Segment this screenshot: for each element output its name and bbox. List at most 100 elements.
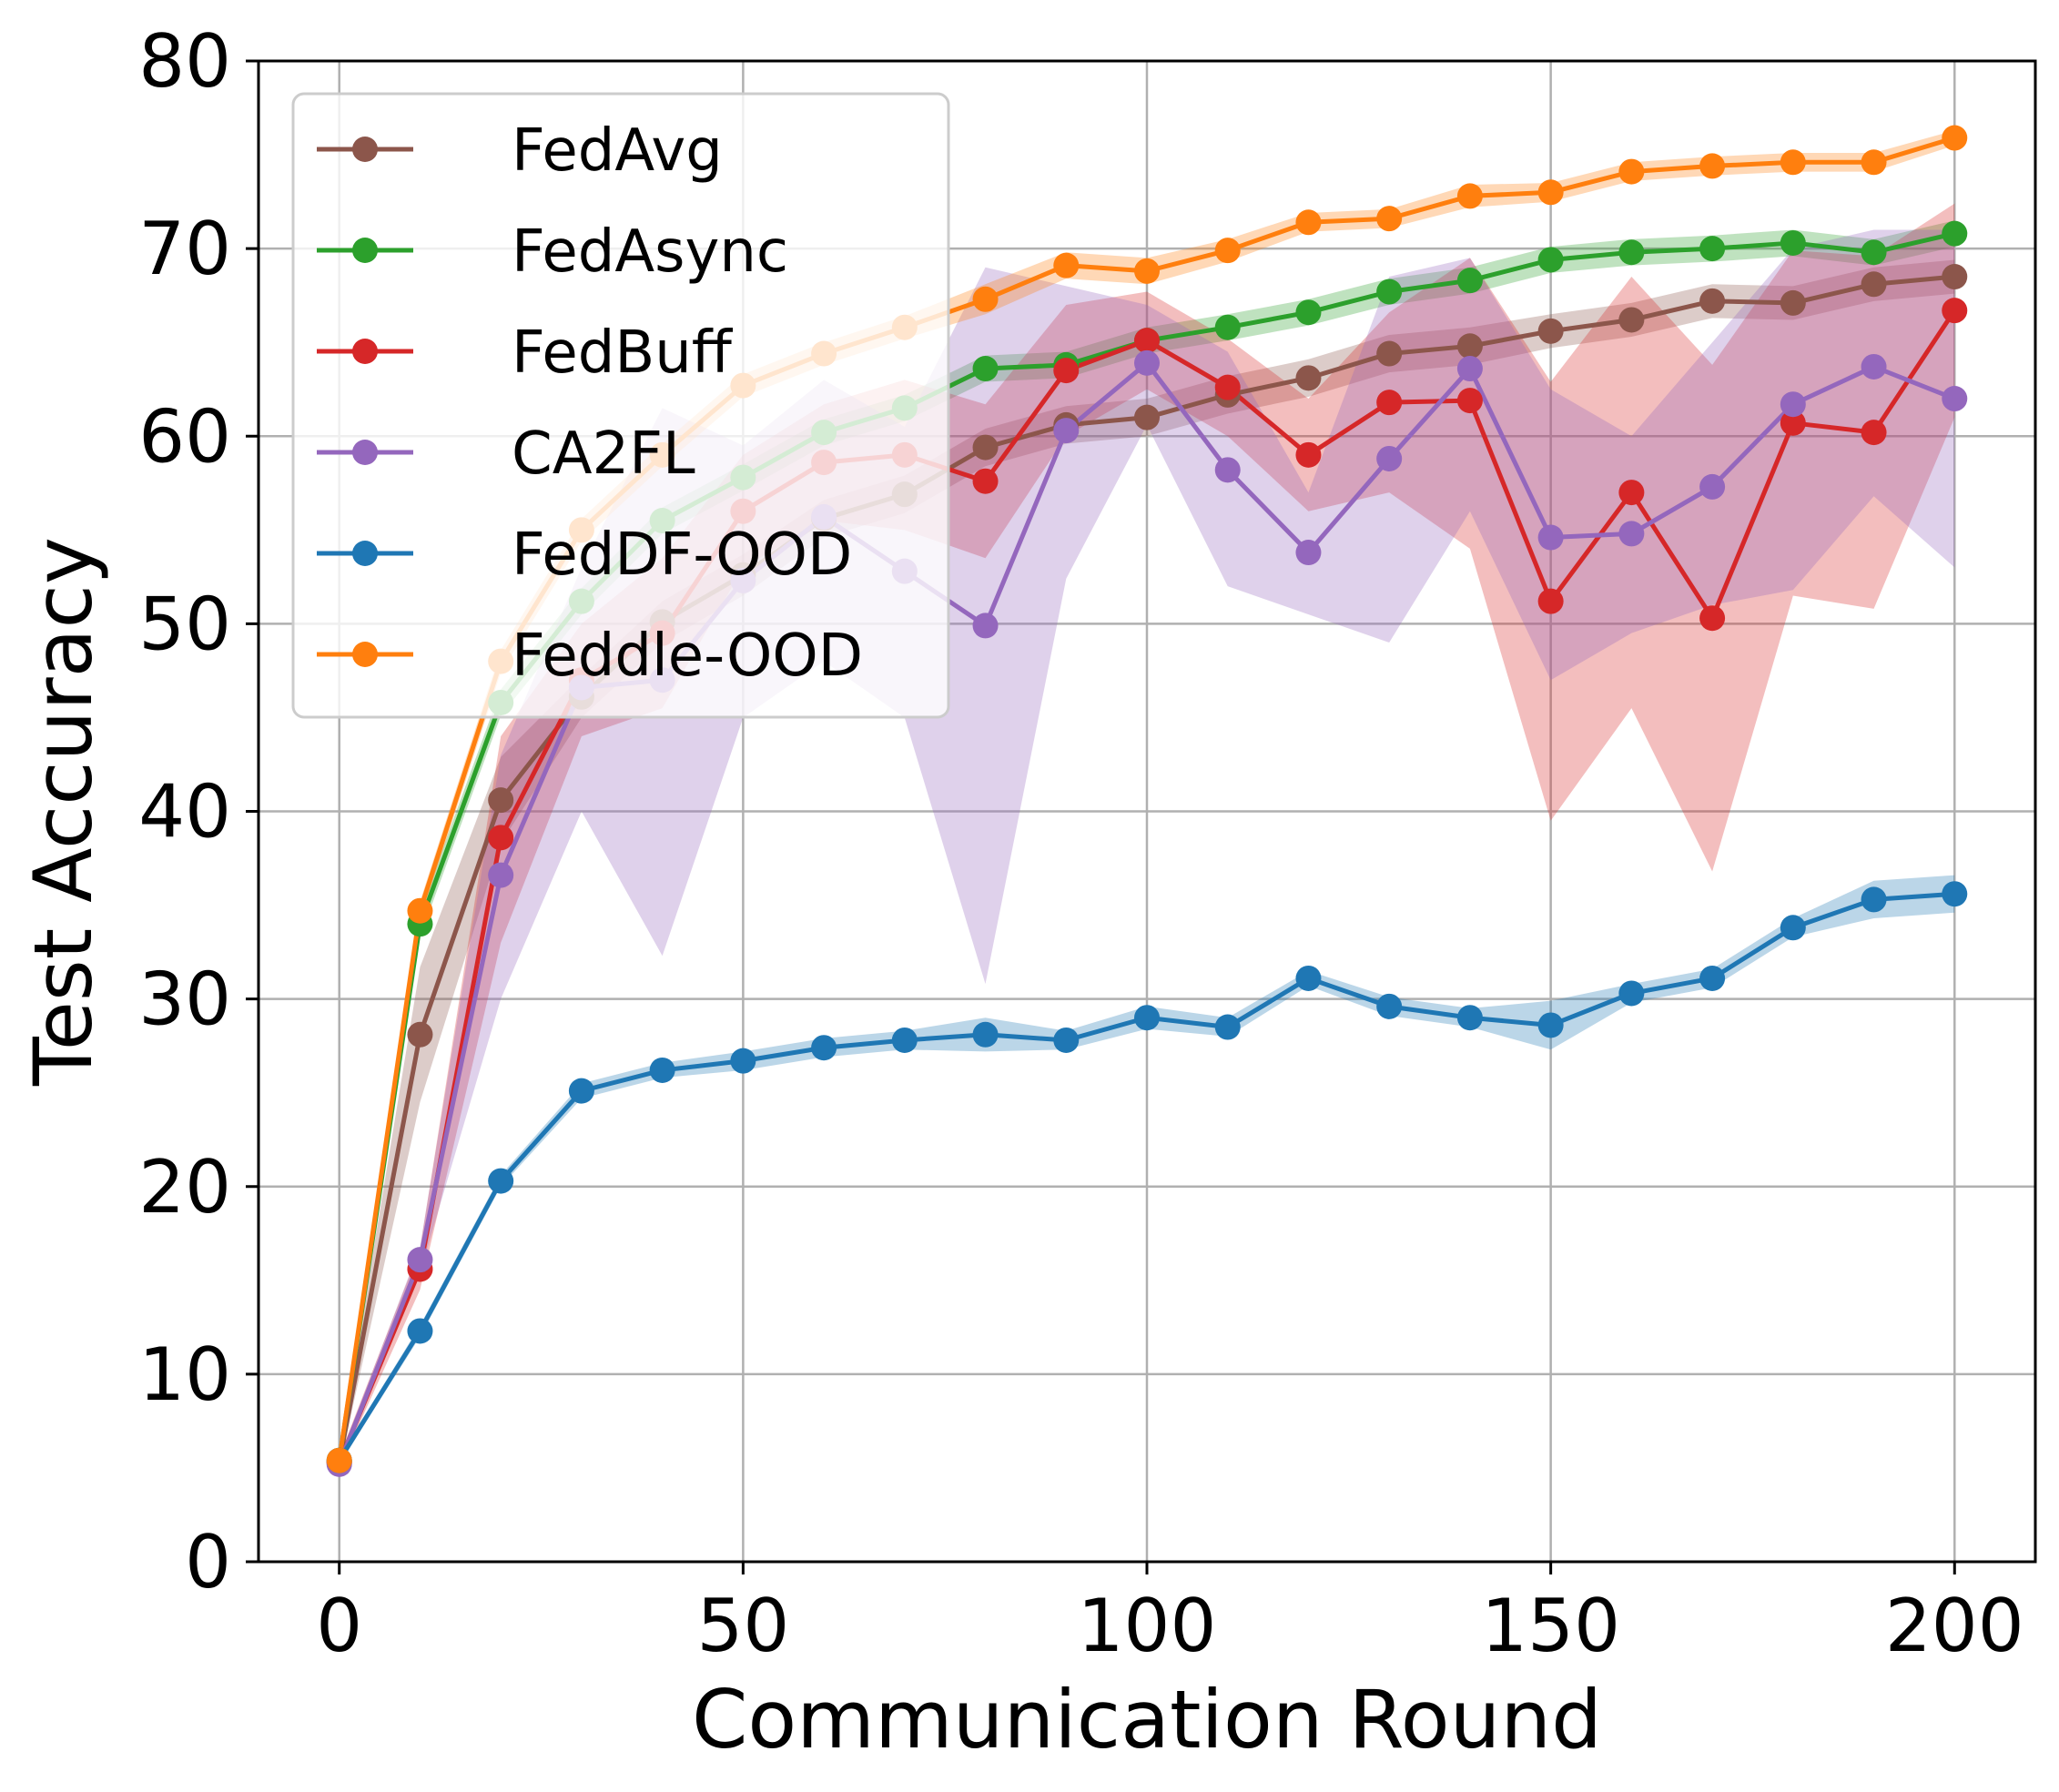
point-fedasync (1699, 236, 1726, 262)
legend: FedAvg FedAsync FedBuff CA2FL FedDF-OOD Feddl… (291, 92, 950, 719)
point-fedasync (1214, 314, 1241, 340)
point-fedbuff (1780, 410, 1806, 436)
point-feddle-ood (1376, 206, 1403, 232)
legend-marker-feddf-ood (352, 541, 378, 566)
legend-marker-fedasync (352, 238, 378, 263)
legend-label-ca2fl: CA2FL (512, 420, 695, 488)
point-fedavg (1942, 264, 1968, 290)
legend-marker-fedbuff (352, 339, 378, 364)
point-fedasync (1537, 247, 1564, 273)
y-axis-label: Test Accuracy (16, 537, 110, 1087)
y-tick-label: 20 (138, 1145, 231, 1230)
point-ca2fl (1699, 473, 1726, 500)
axis-ticks: 0 50 100 150 200 0 10 20 30 40 50 60 70 80 (138, 19, 2024, 1668)
point-feddle-ood (1053, 252, 1080, 278)
point-ca2fl (1134, 349, 1160, 376)
legend-marker-feddle-ood (352, 642, 378, 667)
point-fedbuff (1295, 441, 1322, 468)
point-fedavg (1295, 365, 1322, 391)
point-fedbuff (1537, 588, 1564, 614)
point-fedasync (1942, 220, 1968, 247)
point-fedasync (1618, 239, 1645, 266)
point-ca2fl (1214, 457, 1241, 483)
point-feddf-ood (811, 1035, 837, 1061)
point-fedbuff (1942, 298, 1968, 324)
point-fedavg (488, 787, 514, 814)
x-axis-label: Communication Round (692, 1673, 1602, 1767)
point-fedavg (407, 1021, 433, 1048)
point-fedbuff (1861, 420, 1887, 446)
point-ca2fl (1618, 521, 1645, 547)
point-feddf-ood (1942, 881, 1968, 907)
point-ca2fl (1456, 356, 1483, 382)
point-fedasync (972, 356, 999, 382)
y-tick-label: 40 (138, 770, 231, 855)
point-fedavg (1376, 340, 1403, 367)
point-ca2fl (407, 1247, 433, 1273)
point-fedasync (1295, 299, 1322, 326)
point-feddle-ood (1214, 238, 1241, 264)
y-tick-label: 80 (138, 19, 231, 104)
point-fedasync (1376, 278, 1403, 305)
y-tick-label: 30 (138, 957, 231, 1042)
point-fedbuff (1456, 388, 1483, 414)
y-tick-label: 70 (138, 207, 231, 291)
legend-label-fedbuff: FedBuff (512, 319, 734, 387)
point-fedavg (1780, 289, 1806, 316)
x-tick-label: 150 (1481, 1584, 1620, 1668)
point-feddf-ood (1699, 965, 1726, 991)
y-tick-label: 60 (138, 394, 231, 479)
legend-label-feddle-ood: Feddle-OOD (512, 623, 863, 690)
point-fedasync (1861, 239, 1887, 266)
legend-box (291, 92, 950, 719)
legend-label-fedasync: FedAsync (512, 218, 788, 286)
point-feddf-ood (1861, 886, 1887, 913)
point-fedbuff (1053, 358, 1080, 384)
legend-label-fedavg: FedAvg (512, 117, 723, 185)
point-feddf-ood (730, 1048, 756, 1074)
point-fedavg (1134, 404, 1160, 430)
point-ca2fl (1780, 391, 1806, 418)
point-feddf-ood (407, 1318, 433, 1344)
point-ca2fl (1295, 540, 1322, 566)
point-feddf-ood (568, 1078, 594, 1104)
point-fedbuff (972, 468, 999, 494)
point-ca2fl (1942, 386, 1968, 412)
point-feddle-ood (1699, 153, 1726, 179)
point-fedbuff (1699, 605, 1726, 632)
point-feddf-ood (1295, 965, 1322, 991)
legend-marker-fedavg (352, 137, 378, 162)
point-feddf-ood (1537, 1012, 1564, 1038)
point-ca2fl (1376, 445, 1403, 471)
point-fedavg (1537, 318, 1564, 344)
point-fedbuff (488, 825, 514, 851)
point-ca2fl (972, 613, 999, 639)
x-tick-label: 0 (316, 1584, 362, 1668)
point-ca2fl (1861, 353, 1887, 380)
y-tick-label: 50 (138, 582, 231, 666)
point-feddle-ood (1295, 209, 1322, 236)
point-fedavg (972, 434, 999, 461)
point-fedasync (1780, 229, 1806, 256)
y-tick-label: 10 (138, 1332, 231, 1417)
point-feddf-ood (1376, 993, 1403, 1019)
point-feddf-ood (1618, 980, 1645, 1007)
point-fedavg (1699, 288, 1726, 314)
point-fedavg (1861, 271, 1887, 298)
point-feddf-ood (1053, 1027, 1080, 1053)
point-ca2fl (488, 862, 514, 888)
point-feddf-ood (1134, 1005, 1160, 1031)
point-feddle-ood (326, 1447, 352, 1473)
point-feddle-ood (1618, 158, 1645, 185)
point-fedbuff (1376, 390, 1403, 416)
point-fedavg (1456, 333, 1483, 359)
point-feddf-ood (891, 1027, 918, 1053)
legend-label-feddf-ood: FedDF-OOD (512, 521, 852, 589)
point-feddle-ood (1456, 183, 1483, 209)
x-tick-label: 200 (1885, 1584, 2024, 1668)
point-fedasync (1456, 268, 1483, 294)
point-feddf-ood (1780, 915, 1806, 941)
x-tick-label: 100 (1078, 1584, 1217, 1668)
point-feddf-ood (649, 1057, 675, 1083)
